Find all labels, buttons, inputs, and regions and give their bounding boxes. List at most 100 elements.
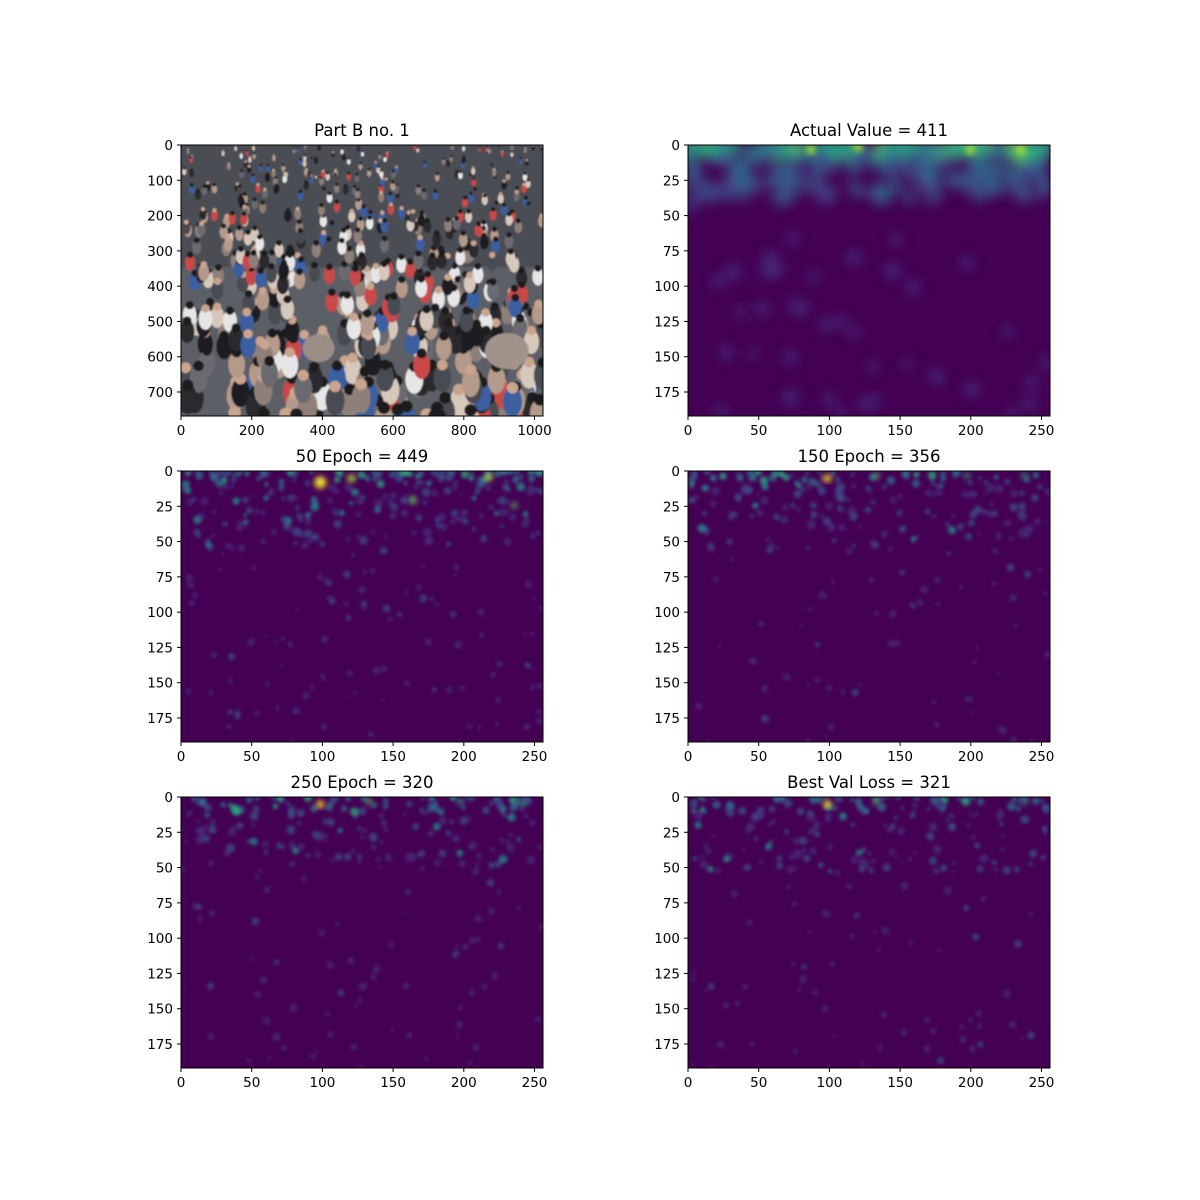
density-blob xyxy=(1008,1020,1017,1029)
crowd-person xyxy=(261,189,268,199)
density-blob xyxy=(882,484,888,490)
density-blob xyxy=(835,315,848,328)
density-blob xyxy=(1018,502,1027,511)
density-blob xyxy=(710,1064,714,1068)
crowd-head xyxy=(346,245,353,252)
y-tick-label: 0 xyxy=(164,790,173,806)
density-blob xyxy=(265,682,270,686)
density-blob xyxy=(796,483,802,489)
density-blob xyxy=(427,797,436,802)
crowd-head xyxy=(386,151,389,154)
density-blob xyxy=(858,397,874,412)
density-blob xyxy=(531,596,536,601)
crowd-person xyxy=(210,209,219,222)
crowd-person xyxy=(293,208,302,220)
density-blob xyxy=(859,1059,864,1063)
density-blob xyxy=(470,471,474,475)
density-blob xyxy=(818,591,827,599)
density-blob xyxy=(467,1060,473,1066)
density-blob xyxy=(949,145,970,158)
density-blob xyxy=(1041,825,1049,832)
crowd-person xyxy=(370,265,382,283)
crowd-head xyxy=(398,276,406,284)
density-blob xyxy=(756,181,768,192)
density-blob xyxy=(783,799,793,808)
density-blob xyxy=(485,484,492,491)
density-blob xyxy=(488,862,495,869)
density-blob xyxy=(849,934,855,939)
crowd-person xyxy=(189,364,208,393)
density-blob xyxy=(495,660,503,668)
density-blob xyxy=(1009,503,1018,512)
crowd-person xyxy=(323,266,335,284)
crowd-head xyxy=(489,147,492,150)
crowd-head xyxy=(344,184,348,188)
crowd-head xyxy=(481,220,487,225)
crowd-person xyxy=(415,185,422,195)
density-blob xyxy=(459,492,463,496)
density-blob xyxy=(734,306,746,319)
density-blob xyxy=(319,832,328,842)
crowd-person xyxy=(510,146,514,152)
density-blob xyxy=(230,476,237,483)
crowd-person xyxy=(181,319,195,344)
x-tick-label: 150 xyxy=(887,1075,913,1091)
density-blob xyxy=(952,869,956,873)
crowd-person xyxy=(379,170,384,178)
crowd-person xyxy=(325,172,331,181)
density-blob xyxy=(707,865,714,873)
density-blob xyxy=(415,584,422,591)
density-blob xyxy=(852,544,856,548)
crowd-person xyxy=(313,176,319,185)
density-blob xyxy=(381,492,389,500)
density-blob xyxy=(834,869,841,876)
density-blob xyxy=(1032,471,1040,479)
density-blob xyxy=(256,476,261,481)
density-blob xyxy=(536,531,541,536)
density-blob xyxy=(326,803,333,809)
density-blob xyxy=(539,924,543,930)
density-blob xyxy=(474,862,480,868)
crowd-person xyxy=(502,386,523,416)
density-blob xyxy=(719,345,734,360)
crowd-head xyxy=(296,146,299,149)
density-blob xyxy=(824,797,829,800)
density-blob xyxy=(937,948,942,953)
crowd-head xyxy=(461,161,465,164)
crowd-head xyxy=(355,187,360,192)
density-blob xyxy=(1043,591,1048,596)
density-blob xyxy=(816,471,822,474)
density-blob xyxy=(431,687,437,693)
x-tick-label: 400 xyxy=(310,423,336,439)
crowd-head xyxy=(510,284,519,293)
density-blob xyxy=(790,961,795,966)
density-blob xyxy=(933,845,942,854)
density-blob xyxy=(406,1031,413,1039)
density-blob xyxy=(754,471,762,476)
density-peak xyxy=(511,502,518,509)
density-blob xyxy=(327,497,334,504)
axes-frame xyxy=(180,796,544,1069)
crowd-head xyxy=(507,248,514,255)
density-blob xyxy=(871,394,883,405)
density-blob xyxy=(1023,396,1037,411)
density-blob xyxy=(985,483,995,493)
density-peak xyxy=(408,496,417,505)
density-blob xyxy=(363,474,369,480)
density-blob xyxy=(888,848,896,856)
density-blob xyxy=(932,492,936,496)
crowd-head xyxy=(381,235,388,242)
density-blob xyxy=(333,476,341,483)
density-blob xyxy=(260,538,267,545)
density-blob xyxy=(705,190,718,203)
y-tick-label: 25 xyxy=(156,825,173,841)
density-blob xyxy=(731,511,738,518)
density-blob xyxy=(968,480,973,485)
density-blob xyxy=(845,547,853,555)
crowd-person xyxy=(295,147,299,153)
crowd-head xyxy=(455,169,459,173)
density-blob xyxy=(809,847,817,855)
x-tick-label: 50 xyxy=(243,1075,260,1091)
density-blob xyxy=(333,489,339,495)
crowd-head xyxy=(423,160,426,164)
